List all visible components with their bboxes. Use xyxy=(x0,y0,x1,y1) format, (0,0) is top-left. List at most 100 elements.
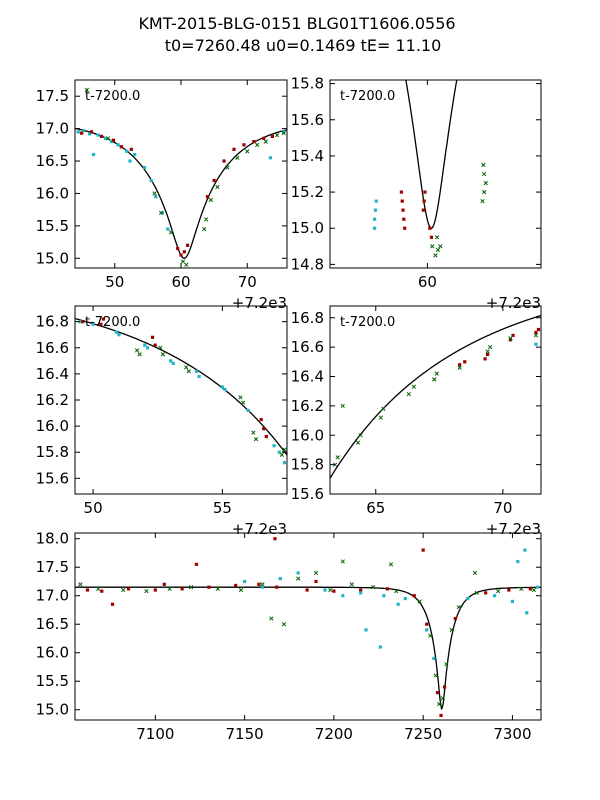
data-point-cyan xyxy=(149,178,153,183)
data-point-green xyxy=(251,430,256,435)
data-point-cyan xyxy=(91,322,95,326)
data-point-red xyxy=(153,343,157,347)
data-point-green xyxy=(245,149,250,154)
data-point-cyan xyxy=(220,385,224,389)
data-point-red xyxy=(421,548,425,552)
data-point-red xyxy=(399,190,404,194)
y-tick-label: 17.5 xyxy=(36,558,69,576)
figure-title-line1: KMT-2015-BLG-0151 BLG01T1606.0556 xyxy=(138,14,455,33)
data-point-green xyxy=(208,197,213,203)
data-point-green xyxy=(340,559,345,564)
y-tick-label: 15.4 xyxy=(291,147,324,165)
data-point-cyan xyxy=(91,152,96,157)
data-point-red xyxy=(484,591,488,595)
data-point-green xyxy=(253,437,259,442)
y-tick-label: 15.8 xyxy=(36,443,69,461)
data-point-green xyxy=(434,371,439,376)
data-point-cyan xyxy=(282,461,287,465)
data-point-red xyxy=(179,253,183,257)
data-point-red xyxy=(483,357,487,361)
data-point-green xyxy=(184,262,189,267)
data-points xyxy=(78,537,540,718)
data-point-red xyxy=(423,190,427,194)
data-point-red xyxy=(421,208,425,212)
figure-title-line2: t0=7260.48 u0=0.1469 tE= 11.10 xyxy=(165,36,442,55)
data-point-red xyxy=(536,327,541,332)
data-point-red xyxy=(453,616,457,621)
data-point-red xyxy=(425,622,429,626)
data-point-green xyxy=(84,87,90,92)
data-point-green xyxy=(481,162,486,168)
panel-frame xyxy=(329,79,542,269)
model-curve xyxy=(75,586,541,710)
y-tick-label: 17.5 xyxy=(36,87,69,105)
data-point-red xyxy=(232,147,236,151)
data-point-red xyxy=(422,199,426,203)
x-offset-label: +7.2e3 xyxy=(232,294,287,312)
data-point-cyan xyxy=(535,585,540,589)
data-point-cyan xyxy=(78,320,82,324)
panel-frame xyxy=(74,305,288,495)
data-point-cyan xyxy=(373,226,377,230)
x-tick-label: 7100 xyxy=(136,725,174,743)
data-point-green xyxy=(508,336,513,341)
data-point-green xyxy=(78,582,83,587)
data-point-cyan xyxy=(116,143,120,147)
data-point-red xyxy=(458,363,462,367)
data-point-cyan xyxy=(87,132,92,136)
data-point-red xyxy=(186,243,190,247)
data-point-red xyxy=(507,588,511,592)
data-point-green xyxy=(485,349,490,354)
data-point-green xyxy=(186,369,191,374)
data-point-green xyxy=(457,365,462,370)
data-point-cyan xyxy=(154,195,158,199)
data-point-cyan xyxy=(82,128,86,133)
data-point-red xyxy=(205,195,210,199)
data-point-green xyxy=(188,585,194,590)
data-point-cyan xyxy=(523,548,527,552)
data-point-cyan xyxy=(323,588,327,592)
data-point-red xyxy=(111,138,116,142)
data-point-green xyxy=(444,661,449,667)
data-point-red xyxy=(234,583,238,588)
data-point-red xyxy=(262,136,266,140)
data-point-green xyxy=(355,440,361,445)
y-tick-label: 15.6 xyxy=(291,485,324,503)
data-point-green xyxy=(432,377,437,382)
data-point-green xyxy=(238,395,243,400)
data-point-cyan xyxy=(194,369,199,373)
data-point-green xyxy=(495,588,501,594)
data-point-cyan xyxy=(282,130,286,134)
data-point-green xyxy=(519,586,524,592)
data-point-green xyxy=(488,344,493,350)
data-point-red xyxy=(212,178,216,183)
data-point-cyan xyxy=(117,333,121,337)
x-tick-label: 70 xyxy=(238,273,257,291)
data-point-red xyxy=(402,217,406,221)
panel-time-label: t-7200.0 xyxy=(340,89,395,104)
data-point-red xyxy=(257,582,261,586)
data-point-cyan xyxy=(96,133,100,137)
data-point-cyan xyxy=(171,361,175,366)
data-point-red xyxy=(385,587,390,591)
panel-top-left: 50 60 70 15.0 15.5 16.0 16.5 17.0 17.5 t-7200.0 +7… xyxy=(36,79,288,312)
data-point-green xyxy=(269,616,274,621)
data-point-red xyxy=(153,588,157,592)
x-offset-label: +7.2e3 xyxy=(486,520,541,538)
data-point-cyan xyxy=(260,585,265,589)
data-point-red xyxy=(81,320,85,324)
data-point-cyan xyxy=(510,599,515,604)
x-tick-label: 50 xyxy=(105,273,124,291)
data-point-green xyxy=(328,587,333,593)
data-point-red xyxy=(99,134,104,138)
data-point-cyan xyxy=(197,374,201,379)
data-point-red xyxy=(400,199,404,203)
data-point-green xyxy=(531,587,537,593)
data-point-red xyxy=(401,208,405,212)
data-point-red xyxy=(511,333,515,337)
data-point-green xyxy=(160,352,166,357)
data-point-green xyxy=(430,244,435,249)
data-point-cyan xyxy=(378,645,382,649)
data-point-cyan xyxy=(432,656,436,661)
data-point-red xyxy=(176,246,180,251)
